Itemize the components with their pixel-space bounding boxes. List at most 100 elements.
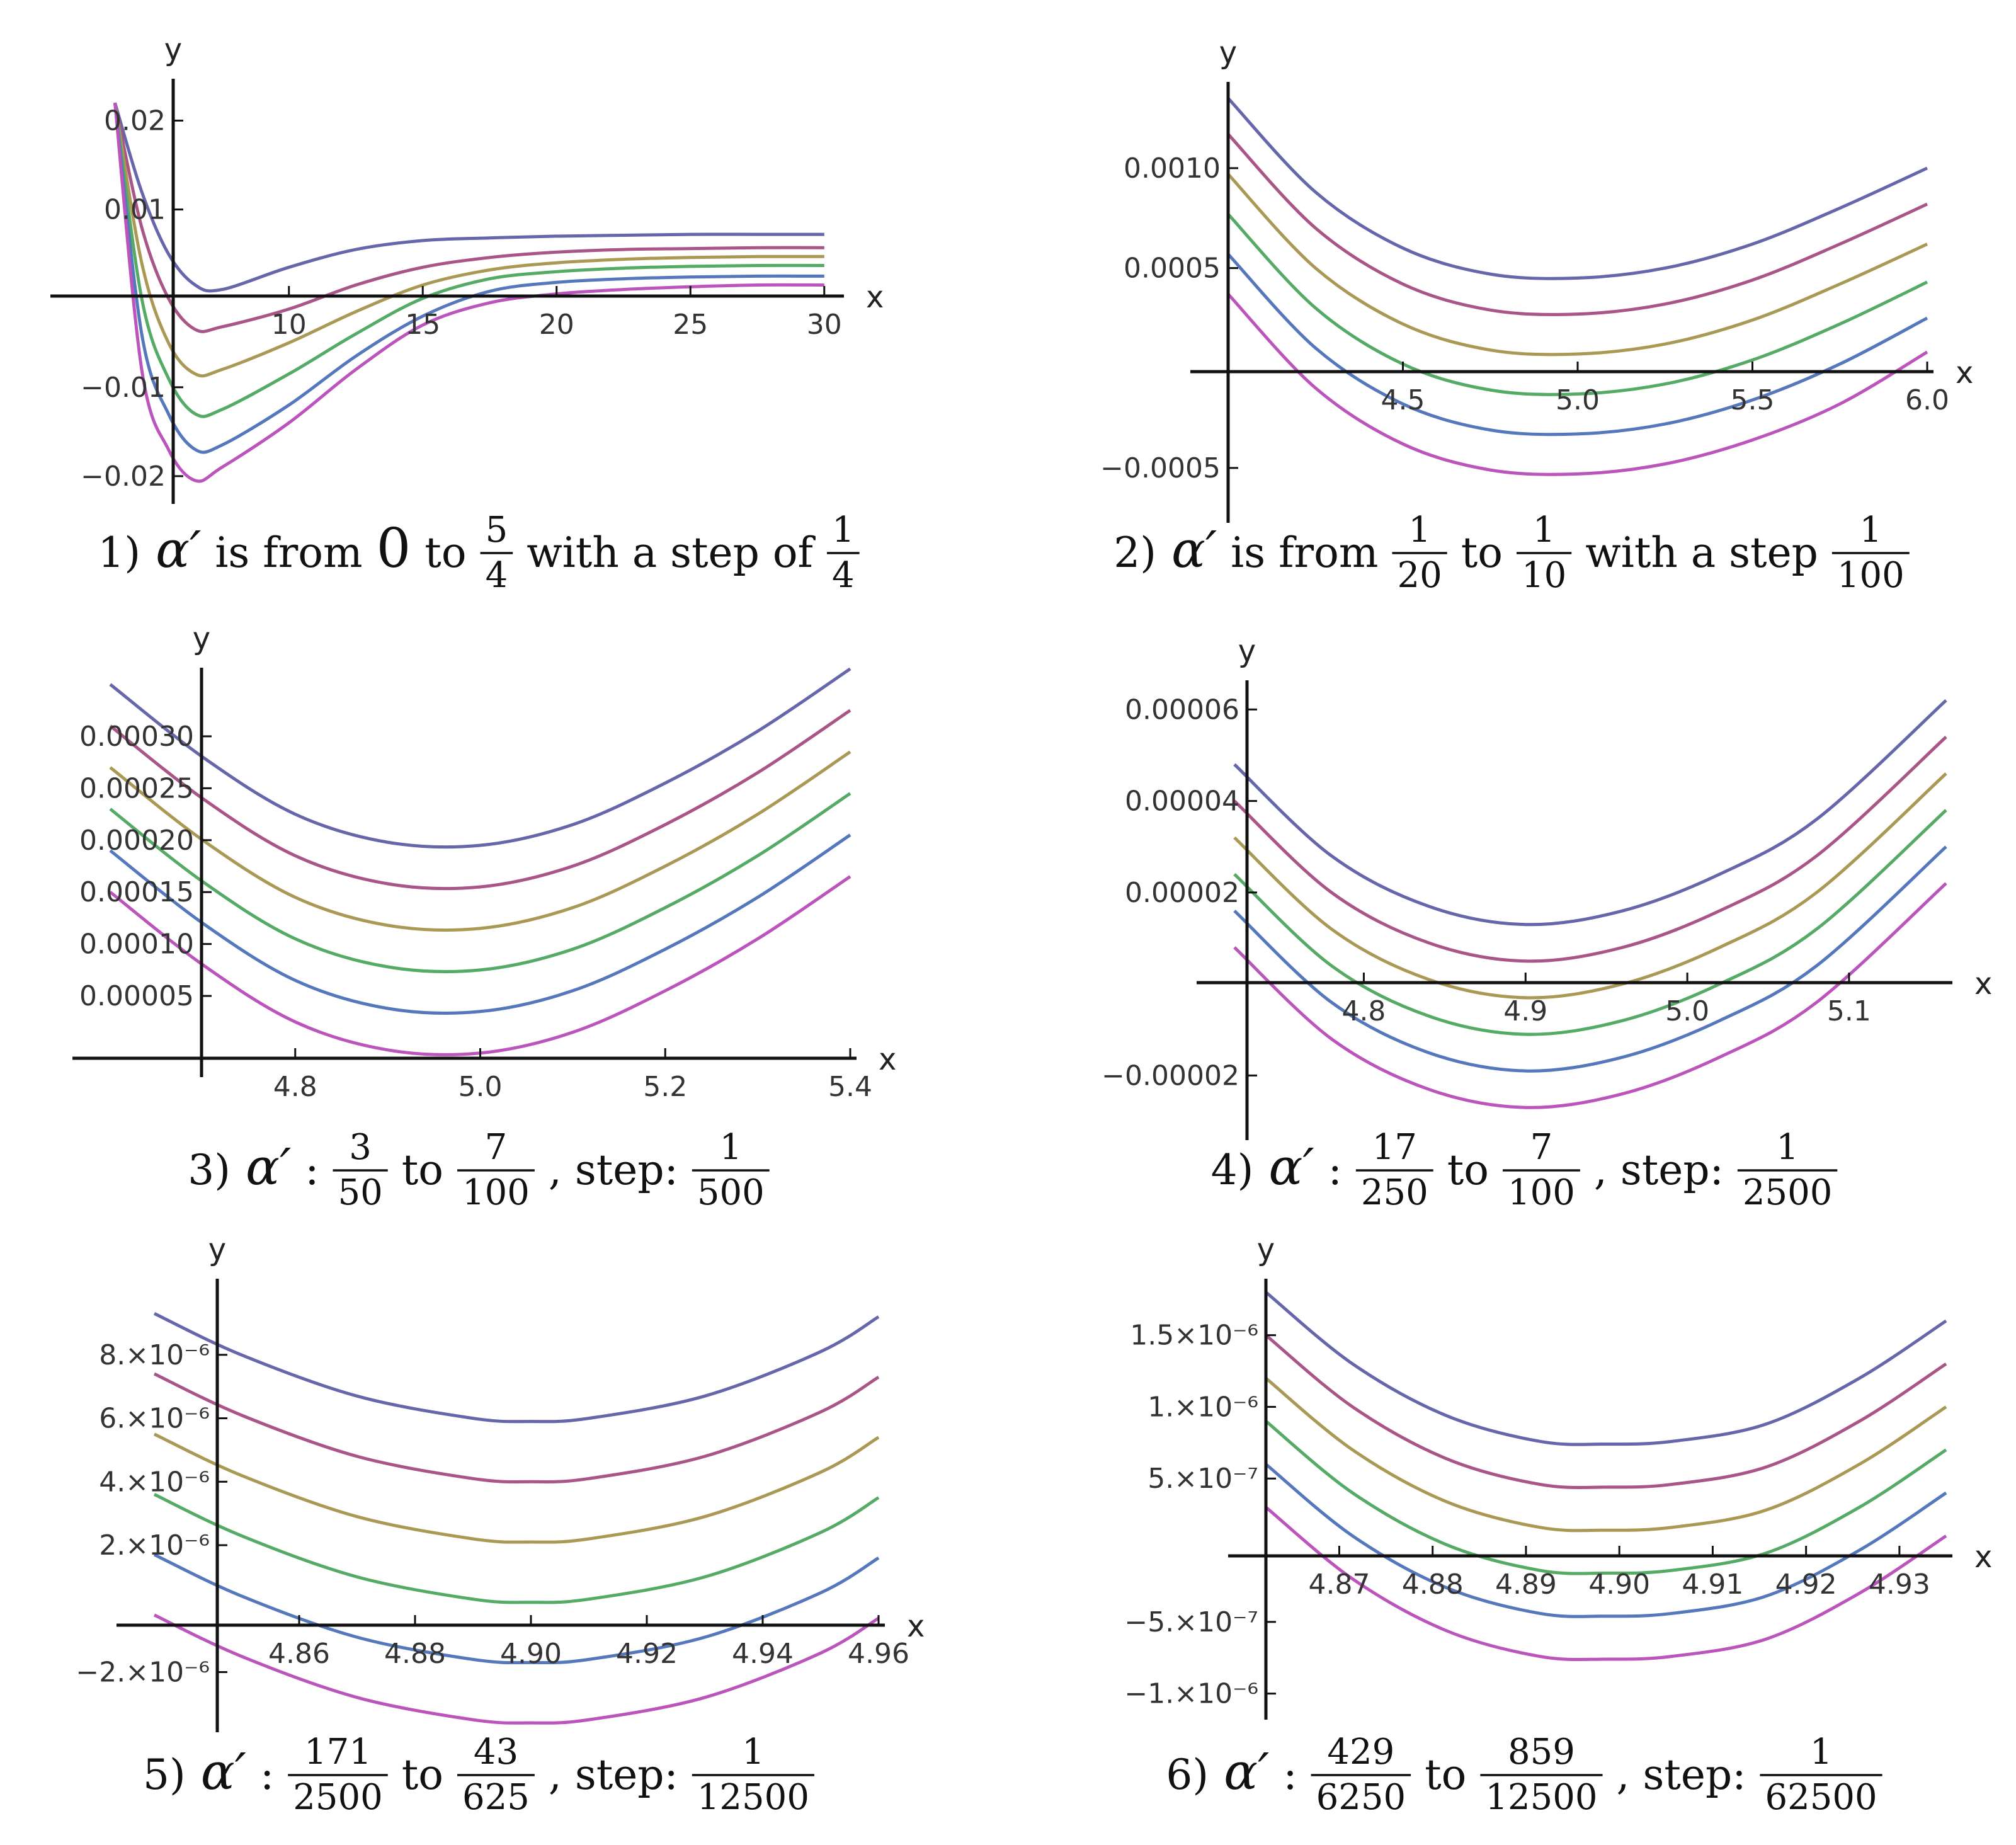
fraction-numerator: 1 bbox=[719, 1127, 742, 1168]
caption-fraction: 120 bbox=[1392, 510, 1447, 596]
y-tick-label: 0.0005 bbox=[1124, 253, 1221, 285]
x-axis-label: x bbox=[1974, 1539, 1992, 1575]
fraction-denominator: 4 bbox=[486, 555, 508, 596]
series-line-4 bbox=[110, 794, 850, 972]
x-tick-label: 6.0 bbox=[1905, 384, 1949, 416]
caption-number: 3) bbox=[188, 1146, 231, 1194]
series-line-6 bbox=[110, 877, 850, 1055]
alpha-symbol: α′ bbox=[1171, 520, 1217, 579]
y-tick-label: 2.×10⁻⁶ bbox=[99, 1529, 210, 1562]
series-line-1 bbox=[115, 103, 824, 291]
series-line-3 bbox=[1266, 1378, 1946, 1531]
caption-text: with a step bbox=[1585, 528, 1818, 577]
caption-6: 6) α′:4296250 to 85912500, step: 162500 bbox=[1166, 1732, 1882, 1818]
y-tick-label: 1.5×10⁻⁶ bbox=[1130, 1320, 1258, 1352]
caption-number: 6) bbox=[1166, 1751, 1209, 1799]
fraction-numerator: 3 bbox=[349, 1127, 372, 1168]
fraction-numerator: 7 bbox=[1530, 1127, 1553, 1168]
caption-fraction: 43625 bbox=[457, 1732, 535, 1818]
series-line-5 bbox=[1234, 847, 1946, 1071]
y-tick-label: 0.00004 bbox=[1125, 785, 1239, 818]
x-tick-label: 10 bbox=[271, 309, 307, 341]
fraction-denominator: 100 bbox=[462, 1172, 530, 1213]
x-tick-label: 4.93 bbox=[1869, 1568, 1930, 1601]
fraction-numerator: 1 bbox=[1860, 510, 1882, 551]
series-line-6 bbox=[115, 103, 824, 481]
fraction-denominator: 100 bbox=[1508, 1172, 1575, 1213]
fraction-numerator: 171 bbox=[304, 1732, 372, 1773]
x-tick-label: 15 bbox=[405, 309, 440, 341]
caption-text: is from bbox=[1231, 528, 1378, 577]
y-tick-label: 5.×10⁻⁷ bbox=[1148, 1463, 1258, 1495]
series-line-2 bbox=[1234, 737, 1946, 961]
caption-5: 5) α′:1712500 to 43625, step: 112500 bbox=[143, 1732, 814, 1818]
y-tick-label: 1.×10⁻⁶ bbox=[1148, 1391, 1258, 1423]
caption-number: 5) bbox=[143, 1751, 186, 1799]
series-line-1 bbox=[1266, 1292, 1946, 1444]
chart-panel-1: 10 15 20 25 30 0.02 0.01 −0.01 −0.02 x y bbox=[50, 32, 884, 504]
y-axis-label: y bbox=[1257, 1232, 1275, 1267]
caption-text: with a step of bbox=[527, 528, 816, 577]
x-tick-label: 30 bbox=[807, 309, 842, 341]
caption-number: 4) bbox=[1211, 1146, 1254, 1194]
x-tick-label: 4.94 bbox=[732, 1638, 794, 1670]
y-tick-label: 0.00025 bbox=[79, 772, 194, 804]
y-axis-label: y bbox=[1219, 35, 1237, 71]
fraction-numerator: 859 bbox=[1508, 1732, 1575, 1773]
x-tick-label: 4.90 bbox=[1588, 1568, 1650, 1601]
x-tick-label: 4.91 bbox=[1682, 1568, 1743, 1601]
y-tick-label: −0.02 bbox=[81, 460, 166, 493]
x-tick-label: 4.8 bbox=[1341, 995, 1386, 1027]
series-line-3 bbox=[154, 1434, 879, 1542]
x-axis-label: x bbox=[1956, 355, 1973, 391]
y-tick-label: 0.00020 bbox=[79, 825, 194, 857]
series-line-4 bbox=[154, 1494, 879, 1602]
fraction-denominator: 500 bbox=[697, 1172, 765, 1213]
y-tick-label: 6.×10⁻⁶ bbox=[99, 1403, 210, 1435]
x-axis-label: x bbox=[1974, 966, 1992, 1002]
series-line-1 bbox=[154, 1313, 879, 1421]
series-line-1 bbox=[110, 669, 850, 847]
x-tick-label: 4.9 bbox=[1503, 995, 1547, 1027]
y-tick-label: 0.00030 bbox=[79, 721, 194, 753]
y-tick-label: 0.00015 bbox=[79, 876, 194, 908]
series-line-3 bbox=[1234, 774, 1946, 998]
caption-number: 2) bbox=[1113, 528, 1156, 577]
x-tick-label: 4.89 bbox=[1495, 1568, 1557, 1601]
series-line-2 bbox=[110, 711, 850, 889]
fraction-denominator: 250 bbox=[1361, 1172, 1428, 1213]
caption-text: to bbox=[402, 1751, 443, 1799]
caption-text: to bbox=[1425, 1751, 1466, 1799]
x-axis-label: x bbox=[879, 1042, 896, 1077]
fraction-numerator: 1 bbox=[1776, 1127, 1799, 1168]
caption-text: : bbox=[260, 1751, 274, 1799]
x-tick-label: 5.4 bbox=[828, 1071, 872, 1103]
fraction-denominator: 2500 bbox=[1743, 1172, 1833, 1213]
fraction-denominator: 4 bbox=[832, 555, 855, 596]
alpha-symbol: α′ bbox=[246, 1138, 291, 1196]
x-axis-label: x bbox=[866, 280, 884, 315]
fraction-denominator: 50 bbox=[338, 1172, 382, 1213]
y-tick-label: −1.×10⁻⁶ bbox=[1124, 1678, 1258, 1710]
x-tick-label: 4.90 bbox=[500, 1638, 562, 1670]
x-tick-label: 20 bbox=[539, 309, 574, 341]
caption-1: 1) α′ is from 0 to 54 with a step of 14 bbox=[98, 510, 859, 596]
x-tick-label: 5.0 bbox=[1556, 384, 1600, 416]
y-tick-label: −0.00002 bbox=[1102, 1060, 1239, 1092]
fraction-denominator: 2500 bbox=[293, 1777, 383, 1818]
series-line-1 bbox=[1234, 700, 1946, 925]
x-tick-label: 5.1 bbox=[1827, 995, 1871, 1027]
x-tick-label: 4.92 bbox=[616, 1638, 678, 1670]
caption-text: to bbox=[424, 528, 466, 577]
fraction-denominator: 12500 bbox=[1485, 1777, 1597, 1818]
series-line-2 bbox=[1228, 134, 1927, 314]
x-tick-label: 4.8 bbox=[273, 1071, 317, 1103]
x-tick-label: 4.88 bbox=[384, 1638, 446, 1670]
fraction-numerator: 5 bbox=[486, 510, 508, 551]
caption-fraction: 1100 bbox=[1832, 510, 1910, 596]
fraction-denominator: 10 bbox=[1522, 555, 1566, 596]
x-tick-label: 4.87 bbox=[1308, 1568, 1370, 1601]
